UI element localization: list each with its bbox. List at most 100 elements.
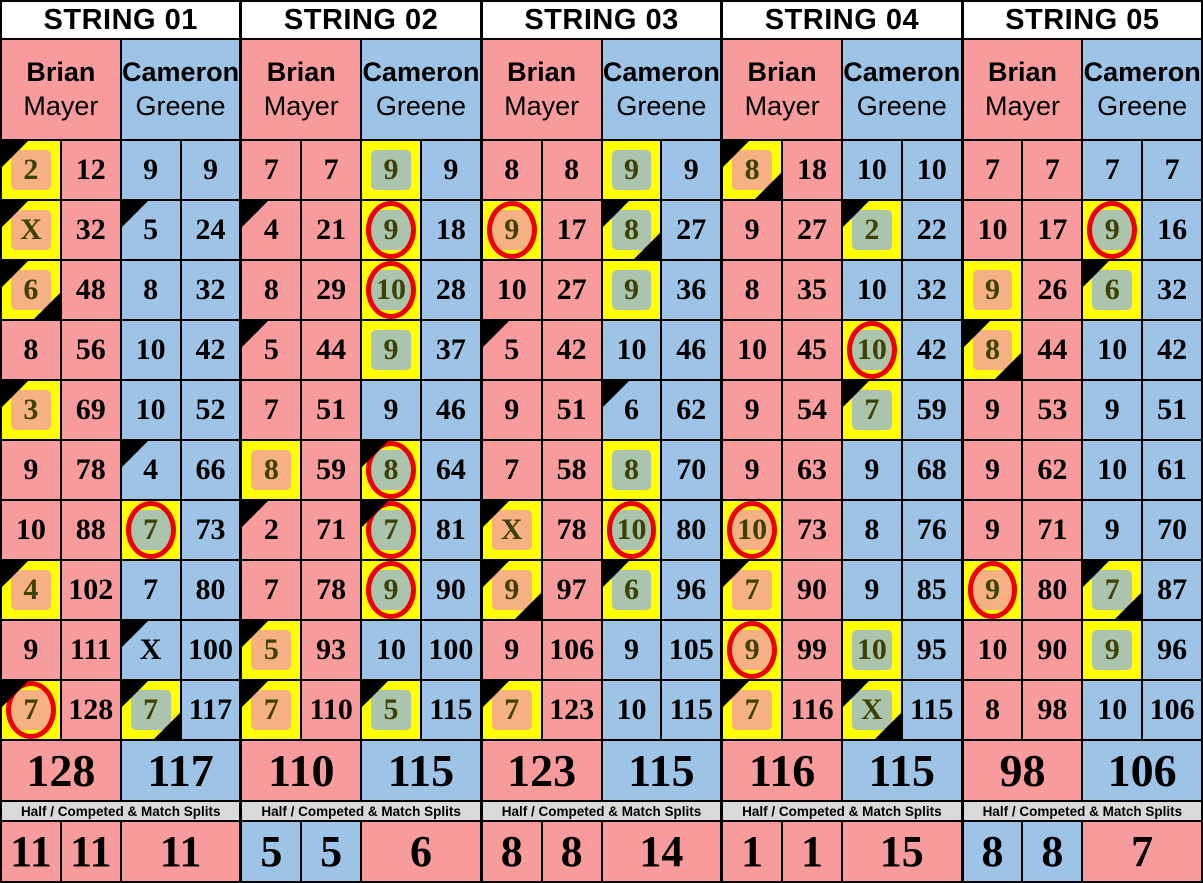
frame-cumulative-cell: 93 <box>302 621 361 679</box>
frame-cumulative-value: 9 <box>683 153 699 186</box>
converted-split-circle-marker <box>486 201 537 259</box>
frame-cumulative-cell: 18 <box>421 201 480 259</box>
split-stat-value: 8 <box>560 827 583 876</box>
frame-ball-cell: 8 <box>121 261 180 319</box>
frame-cumulative-cell: 69 <box>61 381 120 439</box>
frame-cumulative-cell: 29 <box>302 261 361 319</box>
frame-ball-cell: 10 <box>482 261 541 319</box>
frame-cumulative-value: 45 <box>796 333 827 366</box>
frame-cumulative-value: 128 <box>68 693 114 726</box>
frame-cumulative-cell: 68 <box>902 441 961 499</box>
frame-cumulative-cell: 90 <box>783 561 841 619</box>
frame-cumulative-cell: 63 <box>783 441 841 499</box>
frame-cumulative-value: 51 <box>556 393 587 426</box>
converted-split-circle-marker <box>1087 201 1138 259</box>
split-fill-marker <box>1092 630 1133 670</box>
frame-ball-value: 9 <box>1104 633 1120 666</box>
frame-ball-cell: 8 <box>963 681 1022 739</box>
frame-cumulative-cell: 78 <box>61 441 120 499</box>
frame-ball-cell: 6 <box>1083 261 1142 319</box>
player-first-name: Brian <box>26 56 96 87</box>
corner-triangle-top-left-marker <box>121 201 148 227</box>
frame-ball-value: 10 <box>856 333 887 366</box>
game-total-value: 98 <box>999 745 1046 796</box>
frame-ball-value: 9 <box>623 153 639 186</box>
frame-cumulative-cell: 9 <box>662 141 721 199</box>
frame-ball-cell: 9 <box>482 381 541 439</box>
frame-ball-value: 9 <box>504 213 520 246</box>
split-stat-cell: 8 <box>1023 822 1082 881</box>
frame-cumulative-value: 106 <box>1149 693 1195 726</box>
frame-ball-value: 10 <box>737 333 768 366</box>
frame-ball-value: 8 <box>985 693 1001 726</box>
player-name-cell: Brian Mayer <box>242 40 361 139</box>
string-header: STRING 02 <box>242 2 480 38</box>
frame-ball-cell: 10 <box>602 501 661 559</box>
frame-ball-value: 8 <box>504 153 520 186</box>
frame-ball-value: 9 <box>744 633 760 666</box>
frame-ball-cell: X <box>482 501 541 559</box>
frame-cumulative-value: 24 <box>195 213 226 246</box>
corner-triangle-top-left-marker <box>2 201 28 227</box>
frame-ball-value: 9 <box>23 453 39 486</box>
frame-ball-value: 10 <box>977 633 1008 666</box>
frame-ball-value: 8 <box>23 333 39 366</box>
frame-cumulative-value: 42 <box>195 333 226 366</box>
frame-ball-cell: 7 <box>242 141 301 199</box>
frame-cumulative-cell: 96 <box>662 561 721 619</box>
player-first-name: Cameron <box>122 56 240 87</box>
frame-ball-cell: 10 <box>362 621 420 679</box>
split-stat-value: 11 <box>69 827 112 876</box>
frame-ball-cell: 10 <box>1083 681 1142 739</box>
frame-cumulative-value: 87 <box>1157 573 1188 606</box>
frame-cumulative-value: 78 <box>75 453 106 486</box>
split-stat-value: 5 <box>320 827 343 876</box>
frame-cumulative-cell: 12 <box>61 141 120 199</box>
frame-ball-cell: 8 <box>242 261 301 319</box>
frame-cumulative-value: 71 <box>1037 513 1068 546</box>
frame-cumulative-cell: 51 <box>542 381 601 439</box>
frame-ball-cell: 9 <box>1083 621 1142 679</box>
corner-triangle-top-left-marker <box>842 681 869 707</box>
frame-cumulative-cell: 80 <box>181 561 240 619</box>
converted-split-circle-marker <box>366 441 416 499</box>
split-stat-cell: 15 <box>842 822 961 881</box>
frame-cumulative-cell: 58 <box>542 441 601 499</box>
frame-ball-value: 8 <box>744 273 760 306</box>
frame-cumulative-value: 111 <box>69 633 112 666</box>
frame-ball-cell: 10 <box>842 621 901 679</box>
frame-cumulative-value: 32 <box>75 213 106 246</box>
frame-ball-cell: 9 <box>482 561 541 619</box>
frame-cumulative-cell: 24 <box>181 201 240 259</box>
string-header: STRING 03 <box>482 2 721 38</box>
converted-split-circle-marker <box>606 501 657 559</box>
frame-cumulative-cell: 9 <box>181 141 240 199</box>
frame-ball-cell: 3 <box>2 381 60 439</box>
frame-cumulative-cell: 66 <box>181 441 240 499</box>
splits-label: Half / Competed & Match Splits <box>723 802 961 820</box>
frame-cumulative-cell: 80 <box>1023 561 1082 619</box>
frame-ball-cell: 9 <box>602 621 661 679</box>
frame-cumulative-value: 81 <box>435 513 466 546</box>
split-stat-cell: 8 <box>963 822 1022 881</box>
frame-ball-cell: 7 <box>723 681 782 739</box>
frame-ball-cell: 9 <box>723 621 782 679</box>
frame-cumulative-cell: 117 <box>181 681 240 739</box>
frame-cumulative-value: 115 <box>910 693 954 726</box>
splits-label: Half / Competed & Match Splits <box>963 802 1202 820</box>
frame-ball-value: 10 <box>135 393 166 426</box>
frame-ball-value: 8 <box>263 273 279 306</box>
frame-ball-cell: 8 <box>362 441 420 499</box>
frame-cumulative-cell: 73 <box>181 501 240 559</box>
frame-ball-cell: 10 <box>121 381 180 439</box>
game-total-cell: 128 <box>2 741 120 800</box>
split-stat-value: 8 <box>1041 827 1064 876</box>
player-last-name: Mayer <box>504 90 580 121</box>
frame-ball-cell: 9 <box>723 201 782 259</box>
frame-cumulative-value: 51 <box>316 393 347 426</box>
player-name-cell: Brian Mayer <box>2 40 120 139</box>
corner-triangle-top-left-marker <box>242 621 269 647</box>
split-stat-cell: 11 <box>2 822 60 881</box>
player-first-name: Cameron <box>843 56 961 87</box>
frame-ball-value: 10 <box>15 513 46 546</box>
